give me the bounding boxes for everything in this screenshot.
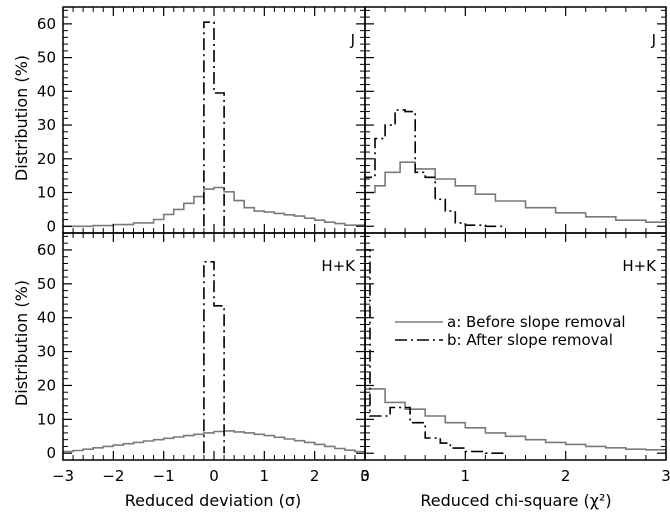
y-tick-label: 40 [37,309,56,327]
x-tick-label: 1 [260,467,270,485]
y-axis-label-top: Distribution (%) [12,55,31,181]
y-tick-label: 60 [37,15,56,33]
band-label: H+K [622,257,657,275]
x-tick-label: 3 [360,467,370,485]
y-tick-label: 20 [37,376,56,394]
x-tick-label: −1 [153,467,175,485]
y-axis-label-bottom: Distribution (%) [12,280,31,406]
series-line-b [203,261,225,454]
y-tick-label: 30 [37,343,56,361]
series-line-b [203,21,225,227]
panel-frame [364,232,667,461]
y-tick-label: 0 [46,217,56,235]
x-tick-label: 0 [360,467,370,485]
series-b-top-right [365,109,506,228]
panel-top-left: 0 10 20 30 40 50 60 J [37,6,366,235]
y-tick-label: 50 [37,275,56,293]
series-line-a [365,388,666,454]
panel-top-right: J [364,6,667,234]
y-tick-label: 40 [37,82,56,100]
series-line-b [365,249,506,454]
x-tick-label: 0 [209,467,219,485]
series-line-a [63,186,365,228]
x-axis-label-left: Reduced deviation (σ) [125,491,302,510]
y-tick-label: 20 [37,150,56,168]
band-label: J [350,31,355,49]
series-a-top-left [63,186,365,228]
series-a-top-right [365,161,666,227]
x-axis-label-right: Reduced chi-square (χ²) [420,491,611,510]
y-tick-label: 10 [37,184,56,202]
x-tick-label: −3 [52,467,74,485]
series-b-top-left [203,21,225,227]
legend-label-b: b: After slope removal [447,331,613,349]
panel-frame [62,6,366,234]
band-label: J [651,31,656,49]
y-tick-label: 30 [37,116,56,134]
x-tick-label: −2 [102,467,124,485]
panel-frame [364,6,667,234]
y-tick-label: 60 [37,241,56,259]
series-line-a [365,161,666,227]
band-label: H+K [321,257,356,275]
y-tick-label: 50 [37,49,56,67]
x-tick-label: 1 [461,467,471,485]
y-tick-label: 10 [37,410,56,428]
x-tick-label: 3 [661,467,670,485]
series-a-bottom-right [365,388,666,454]
series-b-bottom-right [365,249,506,454]
series-b-bottom-left [203,261,225,454]
series-a-bottom-left [63,430,365,454]
x-tick-label: 2 [310,467,320,485]
x-tick-label: 2 [561,467,571,485]
y-tick-label: 0 [46,444,56,462]
legend-label-a: a: Before slope removal [447,313,626,331]
series-line-a [63,430,365,454]
